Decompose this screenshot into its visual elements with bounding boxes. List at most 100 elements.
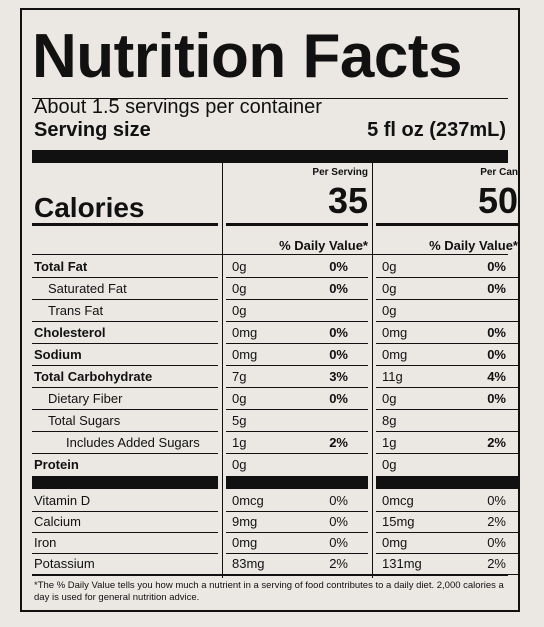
row-divider [376, 453, 518, 454]
nutrient-row: Potassium 83mg 2% 131mg 2% [32, 553, 518, 575]
can-amount: 11g [382, 369, 403, 384]
row-divider [32, 299, 218, 300]
nutrient-name: Calcium [34, 514, 81, 529]
serving-daily-value: 2% [329, 435, 348, 450]
row-divider [32, 511, 218, 512]
nutrient-name: Trans Fat [48, 303, 104, 318]
daily-value-header: % Daily Value* [279, 238, 368, 253]
serving-amount: 9mg [232, 514, 258, 529]
row-divider [32, 365, 218, 366]
daily-value-footnote: *The % Daily Value tells you how much a … [34, 580, 504, 603]
nutrient-row: Sodium 0mg 0% 0mg 0% [32, 344, 518, 366]
nutrient-row: Cholesterol 0mg 0% 0mg 0% [32, 322, 518, 344]
can-amount: 8g [382, 413, 397, 428]
row-divider [376, 299, 518, 300]
row-divider [376, 387, 518, 388]
can-daily-value: 0% [487, 281, 506, 296]
nutrient-name: Total Carbohydrate [34, 369, 153, 384]
serving-daily-value: 0% [329, 259, 348, 274]
serving-daily-value: 0% [329, 325, 348, 340]
can-amount: 0mcg [382, 493, 414, 508]
nutrient-name: Potassium [34, 556, 95, 571]
can-amount: 0g [382, 457, 397, 472]
row-divider [32, 343, 218, 344]
can-amount: 0mg [382, 347, 408, 362]
serving-daily-value: 0% [329, 493, 348, 508]
nutrition-facts-label: Nutrition Facts About 1.5 servings per c… [20, 8, 520, 612]
can-daily-value: 2% [487, 556, 506, 571]
serving-daily-value: 0% [329, 281, 348, 296]
serving-daily-value: 0% [329, 391, 348, 406]
nutrient-row: Trans Fat 0g 0g [32, 300, 518, 322]
serving-amount: 0mg [232, 325, 258, 340]
column-divider-2 [372, 163, 373, 578]
nutrient-name: Cholesterol [34, 325, 106, 340]
row-divider [226, 365, 368, 366]
calories-label: Calories [34, 192, 145, 223]
nutrient-name: Total Fat [34, 259, 88, 274]
row-divider [376, 553, 518, 554]
nutrient-row: Vitamin D 0mcg 0% 0mcg 0% [32, 490, 518, 512]
can-amount: 0mg [382, 535, 408, 550]
can-amount: 0g [382, 281, 397, 296]
row-divider [226, 511, 368, 512]
row-divider [226, 431, 368, 432]
calories-rule [226, 223, 368, 226]
row-divider [32, 453, 218, 454]
row-divider [376, 277, 518, 278]
calories-per-can: 50 [477, 180, 518, 221]
row-divider [32, 277, 218, 278]
serving-daily-value: 0% [329, 514, 348, 529]
serving-amount: 0mg [232, 535, 258, 550]
row-divider [376, 511, 518, 512]
serving-amount: 7g [232, 369, 247, 384]
row-divider [32, 387, 218, 388]
can-daily-value: 2% [487, 514, 506, 529]
serving-amount: 0g [232, 281, 247, 296]
can-daily-value: 0% [487, 347, 506, 362]
can-daily-value: 0% [487, 391, 506, 406]
serving-amount: 5g [232, 413, 247, 428]
daily-value-header: % Daily Value* [429, 238, 518, 253]
can-daily-value: 0% [487, 325, 506, 340]
can-daily-value: 0% [487, 493, 506, 508]
nutrient-name: Dietary Fiber [48, 391, 123, 406]
serving-amount: 0g [232, 391, 247, 406]
nutrient-row: Saturated Fat 0g 0% 0g 0% [32, 278, 518, 300]
heavy-divider [32, 150, 508, 163]
serving-amount: 0g [232, 457, 247, 472]
row-divider [376, 343, 518, 344]
row-divider [376, 431, 518, 432]
calories-rule [376, 223, 518, 226]
servings-per-container: About 1.5 servings per container [34, 96, 322, 118]
serving-size-value: 5 fl oz (237mL) [367, 119, 506, 141]
row-divider [226, 453, 368, 454]
vitamin-separator [226, 476, 368, 489]
row-divider [376, 365, 518, 366]
vitamin-separator [376, 476, 518, 489]
nutrient-row: Calcium 9mg 0% 15mg 2% [32, 511, 518, 533]
row-divider [226, 299, 368, 300]
row-divider [32, 409, 218, 410]
row-divider [226, 532, 368, 533]
row-divider [376, 409, 518, 410]
nutrient-name: Includes Added Sugars [66, 435, 200, 450]
nutrient-row: Total Carbohydrate 7g 3% 11g 4% [32, 366, 518, 388]
can-daily-value: 0% [487, 535, 506, 550]
serving-amount: 0g [232, 259, 247, 274]
serving-amount: 0mcg [232, 493, 264, 508]
serving-amount: 83mg [232, 556, 265, 571]
can-amount: 0g [382, 259, 397, 274]
serving-daily-value: 0% [329, 347, 348, 362]
nutrient-name: Sodium [34, 347, 82, 362]
nutrient-name: Vitamin D [34, 493, 91, 508]
row-divider [226, 277, 368, 278]
footnote-rule [32, 574, 508, 576]
row-divider [32, 321, 218, 322]
per-can-header: Per Can [480, 167, 518, 178]
row-divider [226, 321, 368, 322]
serving-amount: 0mg [232, 347, 258, 362]
nutrient-name: Protein [34, 457, 79, 472]
divider [32, 254, 508, 255]
per-serving-header: Per Serving [312, 167, 368, 178]
